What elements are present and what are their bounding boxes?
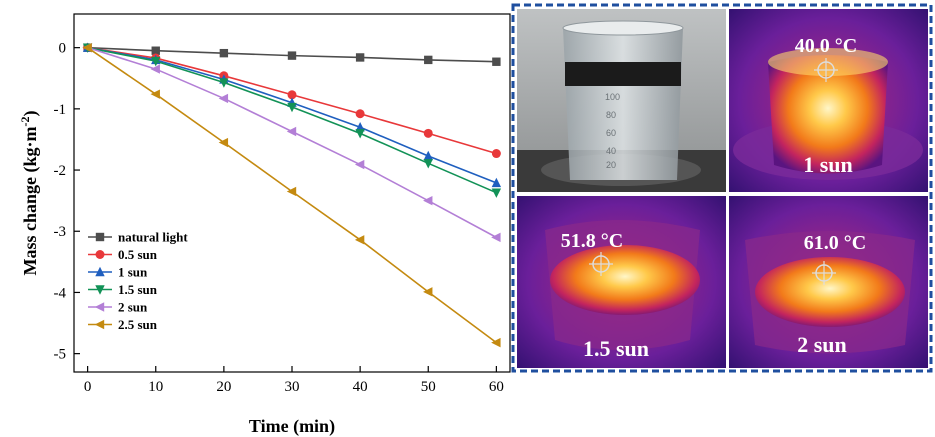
data-point [423, 159, 433, 169]
data-point [287, 51, 297, 60]
x-tick-label: 50 [421, 379, 436, 395]
data-point [150, 89, 160, 99]
ir-panel-1-sun: 40.0 °C 1 sun [729, 9, 928, 192]
data-point [423, 128, 433, 138]
temperature-label: 51.8 °C [561, 230, 623, 252]
data-point [491, 337, 501, 348]
legend-item: 2 sun [88, 300, 148, 315]
data-point [491, 149, 501, 159]
x-tick-label: 10 [148, 379, 163, 395]
data-point [423, 195, 433, 206]
legend-label: 0.5 sun [118, 247, 158, 262]
irradiance-label: 1.5 sun [583, 336, 649, 361]
data-point [218, 137, 229, 148]
data-point [491, 232, 501, 243]
series-natural-light [83, 43, 501, 66]
legend-label: natural light [118, 230, 188, 245]
legend-marker [95, 266, 105, 277]
y-tick-label: -5 [54, 347, 67, 363]
svg-text:60: 60 [606, 128, 616, 138]
y-axis-title-sup: -2 [18, 116, 32, 126]
series-layer [82, 42, 502, 348]
legend: natural light 0.5 sun 1 sun 1.5 sun 2 sun 2.5… [88, 230, 188, 332]
data-point [491, 188, 502, 198]
x-tick-label: 40 [353, 379, 368, 395]
panel-border [511, 3, 933, 373]
legend-item: 1.5 sun [88, 282, 158, 297]
data-point [286, 186, 297, 197]
data-point [150, 64, 160, 74]
x-axis-ticks: 0 10 20 30 40 50 60 [84, 366, 504, 395]
y-tick-label: -4 [54, 285, 67, 301]
data-point [287, 90, 297, 100]
data-point [354, 159, 365, 170]
y-tick-label: 0 [59, 41, 67, 57]
data-point [355, 109, 365, 119]
y-tick-label: -3 [54, 224, 67, 240]
data-point [218, 93, 229, 104]
series-line [87, 46, 497, 239]
x-tick-label: 20 [216, 379, 231, 395]
svg-text:40: 40 [606, 146, 616, 156]
legend-item: 0.5 sun [88, 247, 158, 262]
image-panels: 100 80 60 40 20 40.0 °C 1 sun 51.8 [511, 3, 933, 373]
irradiance-label: 1 sun [803, 152, 853, 177]
y-axis-ticks: 0 -1 -2 -3 -4 -5 [54, 41, 80, 363]
x-tick-label: 30 [285, 379, 300, 395]
legend-label: 2 sun [118, 300, 148, 315]
data-point [355, 122, 365, 132]
ir-panel-2-sun: 61.0 °C 2 sun [729, 196, 928, 368]
data-point [219, 78, 229, 88]
svg-text:100: 100 [605, 92, 620, 102]
data-point [355, 53, 365, 62]
ir-panel-1.5-sun: 51.8 °C 1.5 sun [517, 196, 726, 368]
legend-marker [95, 250, 105, 259]
legend-item: natural light [88, 230, 188, 245]
temperature-label: 40.0 °C [795, 35, 857, 57]
svg-text:20: 20 [606, 160, 616, 170]
x-axis-title: Time (min) [249, 416, 335, 437]
legend-marker [94, 302, 105, 312]
legend-label: 1 sun [118, 265, 148, 280]
data-point [424, 55, 433, 65]
irradiance-label: 2 sun [797, 332, 847, 357]
y-axis-title-end: ) [20, 110, 41, 116]
data-point [286, 126, 297, 137]
series-2-sun [82, 42, 501, 243]
legend-label: 2.5 sun [118, 317, 158, 332]
y-axis-title: Mass change (kg·m-2) [18, 110, 41, 275]
legend-item: 2.5 sun [88, 317, 158, 332]
x-tick-label: 60 [489, 379, 504, 395]
y-tick-label: -2 [54, 163, 67, 179]
legend-item: 1 sun [88, 265, 148, 280]
data-point [423, 287, 433, 297]
data-point [423, 150, 433, 161]
data-point [219, 48, 229, 58]
series-line [87, 46, 497, 194]
data-point [492, 57, 501, 66]
data-point [287, 102, 297, 113]
legend-label: 1.5 sun [118, 282, 158, 297]
series-1-sun [82, 42, 502, 188]
series-2-5-sun [82, 42, 501, 348]
data-point [82, 42, 92, 53]
series-line [87, 46, 497, 184]
x-tick-label: 0 [84, 379, 92, 395]
data-point [491, 177, 502, 188]
beaker-photo: 100 80 60 40 20 [517, 9, 726, 192]
legend-marker [95, 232, 105, 242]
legend-marker [95, 285, 105, 295]
data-point [151, 56, 161, 67]
legend-marker [94, 319, 105, 330]
mass-change-chart: 0 -1 -2 -3 -4 -5 0 10 20 30 40 50 60 natural light 0… [18, 13, 511, 437]
svg-text:80: 80 [606, 110, 616, 120]
data-point [355, 129, 365, 139]
y-tick-label: -1 [54, 102, 67, 118]
data-point [151, 46, 160, 55]
series-1-5-sun [82, 43, 502, 198]
temperature-label: 61.0 °C [804, 232, 866, 254]
data-point [354, 235, 365, 245]
y-axis-title-main: Mass change (kg·m [20, 126, 41, 275]
